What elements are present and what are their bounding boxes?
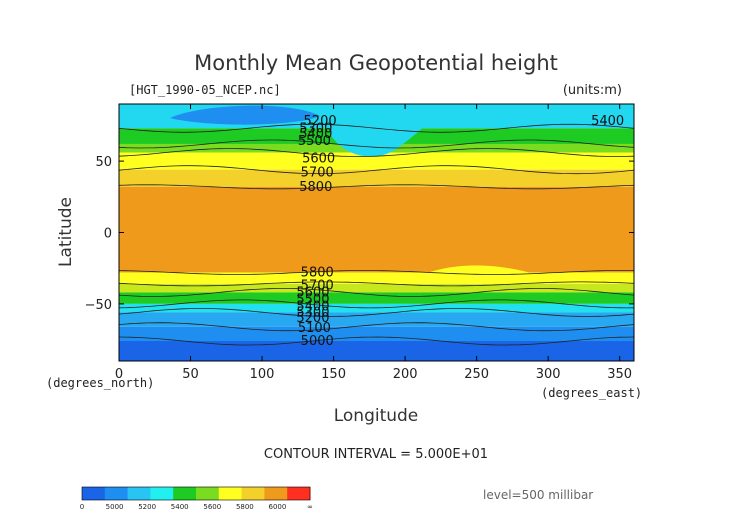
colorbar-label-6: 6000	[269, 503, 287, 511]
contour-line-5	[119, 270, 634, 275]
contour-label-15: 5100	[298, 321, 331, 336]
band-8	[119, 292, 634, 304]
chart-title: Monthly Mean Geopotential height	[194, 51, 558, 75]
contour-label-10: 5600	[296, 285, 329, 300]
contour-label-14: 5200	[296, 311, 329, 326]
contour-label-5: 5700	[301, 166, 334, 181]
band-4	[119, 169, 634, 187]
polar-low-blob	[170, 105, 320, 125]
units-label: (units:m)	[563, 83, 622, 98]
contour-line-6	[119, 281, 634, 287]
x-tick-label-7: 350	[607, 367, 632, 382]
x-axis-label: Longitude	[334, 406, 419, 426]
contour-label-6: 5800	[299, 180, 332, 195]
band-3	[119, 152, 634, 170]
contour-line-7	[119, 288, 634, 297]
contour-label-12: 5400	[296, 300, 329, 315]
colorbar-label-5: 5800	[236, 503, 254, 511]
contour-line-8	[119, 299, 634, 309]
plot-area: 5200530054005500560057005800540058005700…	[119, 104, 634, 361]
contour-label-8: 5800	[301, 265, 334, 280]
colorbar-swatch-4	[173, 487, 197, 500]
x-unit-label: (degrees_east)	[541, 386, 642, 400]
contour-label-9: 5700	[301, 278, 334, 293]
band-11	[119, 326, 634, 342]
contour-line-2	[119, 148, 634, 157]
contour-lines	[119, 123, 634, 346]
band-6	[119, 272, 634, 284]
colorbar-label-0: 0	[80, 503, 84, 511]
contour-line-1	[119, 139, 634, 149]
colorbar-swatch-9	[287, 487, 311, 500]
band-10	[119, 312, 634, 327]
x-tick-label-4: 200	[393, 367, 418, 382]
contour-line-9	[119, 308, 634, 317]
contour-label-7: 5400	[591, 114, 624, 129]
x-tick-label-3: 150	[321, 367, 346, 382]
contour-label-11: 5500	[296, 293, 329, 308]
band-5	[119, 186, 634, 273]
contour-label-16: 5000	[301, 334, 334, 349]
colorbar-swatch-2	[127, 487, 151, 500]
southern-wave-dip	[410, 347, 560, 361]
colorbar-swatch-8	[264, 487, 288, 500]
contour-label-13: 5300	[296, 305, 329, 320]
colorbar-swatch-3	[150, 487, 174, 500]
x-tick-label-0: 0	[115, 367, 123, 382]
contour-label-2: 5400	[299, 127, 332, 142]
contour-label-3: 5500	[298, 134, 331, 149]
colorbar-swatch-6	[218, 487, 243, 500]
band-7	[119, 283, 634, 293]
colorbar: 0 5000 5200 5400 5600 5800 6000 ∞	[80, 486, 313, 511]
x-tick-label-5: 250	[464, 367, 489, 382]
colorbar-label-4: 5600	[203, 503, 221, 511]
x-tick-label-2: 100	[250, 367, 275, 382]
contour-line-4	[119, 184, 634, 190]
x-tick-label-6: 300	[536, 367, 561, 382]
colorbar-swatch-5	[196, 487, 220, 500]
colorbar-swatch-0	[82, 487, 106, 500]
contour-label-0: 5200	[304, 114, 337, 129]
contour-line-3	[119, 165, 634, 175]
y-tick-label-2: −50	[85, 298, 112, 313]
level-label: level=500 millibar	[483, 488, 593, 502]
y-tick-label-1: 0	[104, 227, 112, 242]
contour-label-4: 5600	[302, 151, 335, 166]
y-unit-label: (degrees_north)	[46, 376, 154, 390]
contour-line-10	[119, 322, 634, 332]
contour-label-1: 5300	[299, 121, 332, 136]
colorbar-label-1: 5000	[106, 503, 124, 511]
colorbar-label-7: ∞	[307, 503, 313, 511]
pacific-trough-tongue	[330, 104, 450, 157]
colorbar-swatch-1	[104, 487, 129, 500]
y-axis-label: Latitude	[56, 197, 76, 267]
band-12	[119, 341, 634, 361]
x-tick-label-1: 50	[182, 367, 199, 382]
y-tick-label-0: 50	[95, 155, 112, 170]
colorbar-label-2: 5200	[138, 503, 156, 511]
y-axis-ticks: 50 0 −50	[85, 155, 634, 313]
x-axis-ticks: 0 50 100 150 200 250 300 350	[115, 104, 632, 382]
contour-line-11	[119, 336, 634, 346]
contour-labels: 5200530054005500560057005800540058005700…	[296, 114, 624, 349]
colorbar-label-3: 5400	[171, 503, 189, 511]
colorbar-frame	[81, 486, 311, 501]
contour-line-0	[119, 123, 634, 133]
file-subtitle: [HGT_1990-05_NCEP.nc]	[129, 83, 281, 97]
contour-interval-text: CONTOUR INTERVAL = 5.000E+01	[264, 447, 488, 462]
colorbar-swatch-7	[241, 487, 265, 500]
